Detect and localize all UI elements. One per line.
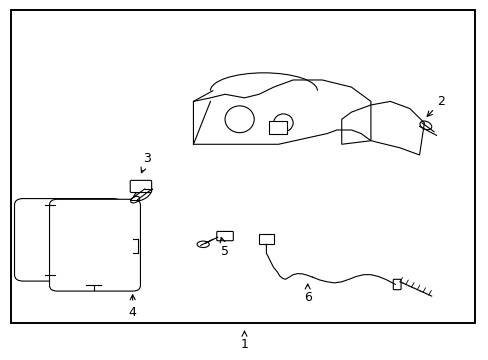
FancyBboxPatch shape	[392, 279, 400, 290]
Text: 1: 1	[240, 331, 248, 351]
Text: 5: 5	[220, 238, 228, 258]
FancyBboxPatch shape	[216, 231, 233, 241]
FancyBboxPatch shape	[49, 199, 140, 291]
Ellipse shape	[133, 188, 151, 201]
FancyBboxPatch shape	[15, 199, 122, 281]
Bar	[268, 121, 287, 134]
Text: 3: 3	[141, 152, 151, 173]
Text: 2: 2	[427, 95, 445, 116]
FancyBboxPatch shape	[130, 180, 151, 193]
Ellipse shape	[273, 114, 292, 132]
Text: 6: 6	[303, 284, 311, 305]
Ellipse shape	[197, 241, 209, 248]
Bar	[11, 10, 474, 323]
Bar	[11, 10, 474, 323]
Ellipse shape	[419, 121, 431, 130]
Ellipse shape	[130, 196, 139, 203]
Ellipse shape	[224, 106, 254, 133]
Bar	[259, 234, 273, 244]
Text: 4: 4	[128, 295, 136, 319]
